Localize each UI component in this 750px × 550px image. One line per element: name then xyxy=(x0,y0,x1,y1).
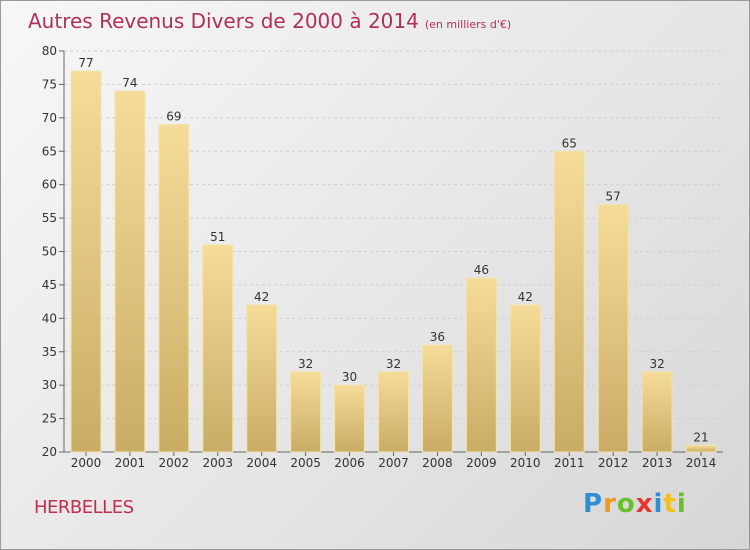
x-tick-label: 2014 xyxy=(686,456,717,470)
bar-value-label: 32 xyxy=(649,357,664,371)
logo-letter: t xyxy=(663,489,677,519)
y-tick-label: 70 xyxy=(42,111,57,125)
y-tick-label: 30 xyxy=(42,378,57,392)
y-tick-label: 35 xyxy=(42,345,57,359)
bar xyxy=(685,444,717,453)
bar xyxy=(465,277,497,453)
logo-letter: i xyxy=(653,489,664,519)
x-tick-label: 2009 xyxy=(466,456,497,470)
y-tick-label: 40 xyxy=(42,311,57,325)
x-tick-label: 2010 xyxy=(510,456,541,470)
bar xyxy=(70,70,102,453)
bar xyxy=(509,304,541,453)
bar-value-label: 42 xyxy=(518,290,533,304)
bar-value-label: 69 xyxy=(166,110,181,124)
bar-value-label: 30 xyxy=(342,370,357,384)
x-tick-label: 2003 xyxy=(202,456,233,470)
logo-letter: o xyxy=(616,489,636,519)
bar-value-label: 36 xyxy=(430,330,445,344)
y-tick-label: 80 xyxy=(42,44,57,58)
bar xyxy=(597,204,629,453)
bar xyxy=(553,150,585,453)
bar xyxy=(290,371,322,453)
bar-value-label: 32 xyxy=(386,357,401,371)
x-tick-label: 2011 xyxy=(554,456,585,470)
x-tick-label: 2004 xyxy=(246,456,277,470)
bar-value-label: 46 xyxy=(474,263,489,277)
bar xyxy=(158,124,190,453)
bar-value-label: 74 xyxy=(122,76,137,90)
y-tick-label: 60 xyxy=(42,178,57,192)
bar-value-label: 21 xyxy=(693,430,708,444)
bar xyxy=(114,90,146,453)
bar-value-label: 57 xyxy=(606,190,621,204)
x-tick-label: 2001 xyxy=(115,456,146,470)
logo-letter: P xyxy=(583,489,604,519)
chart-title-text: Autres Revenus Divers de 2000 à 2014 xyxy=(28,9,419,33)
x-tick-label: 2007 xyxy=(378,456,409,470)
bar-value-label: 42 xyxy=(254,290,269,304)
x-tick-label: 2002 xyxy=(159,456,190,470)
y-tick-label: 45 xyxy=(42,278,57,292)
y-tick-label: 75 xyxy=(42,77,57,91)
commune-name: HERBELLES xyxy=(34,497,134,518)
chart-title: Autres Revenus Divers de 2000 à 2014 (en … xyxy=(28,9,511,33)
logo-letter: x xyxy=(635,489,654,519)
logo-letter: r xyxy=(603,489,617,519)
bar xyxy=(378,371,409,453)
x-tick-label: 2012 xyxy=(598,456,629,470)
proxiti-logo: Proxiti xyxy=(583,489,687,519)
x-tick-label: 2013 xyxy=(642,456,673,470)
bar xyxy=(246,304,278,453)
chart-subtitle: (en milliers d'€) xyxy=(424,18,512,31)
bar xyxy=(421,344,453,453)
logo-letter: i xyxy=(676,489,687,519)
x-tick-label: 2008 xyxy=(422,456,453,470)
bar xyxy=(334,384,366,453)
y-tick-label: 50 xyxy=(42,245,57,259)
x-tick-label: 2006 xyxy=(334,456,365,470)
bar-value-label: 65 xyxy=(562,136,577,150)
bar-value-label: 32 xyxy=(298,357,313,371)
y-tick-label: 20 xyxy=(42,445,57,459)
bar xyxy=(202,244,234,453)
y-tick-label: 25 xyxy=(42,412,57,426)
bar-value-label: 77 xyxy=(78,56,93,70)
y-tick-label: 55 xyxy=(42,211,57,225)
bar xyxy=(641,371,673,453)
x-tick-label: 2000 xyxy=(71,456,102,470)
x-tick-label: 2005 xyxy=(290,456,321,470)
y-tick-label: 65 xyxy=(42,144,57,158)
bar-value-label: 51 xyxy=(210,230,225,244)
